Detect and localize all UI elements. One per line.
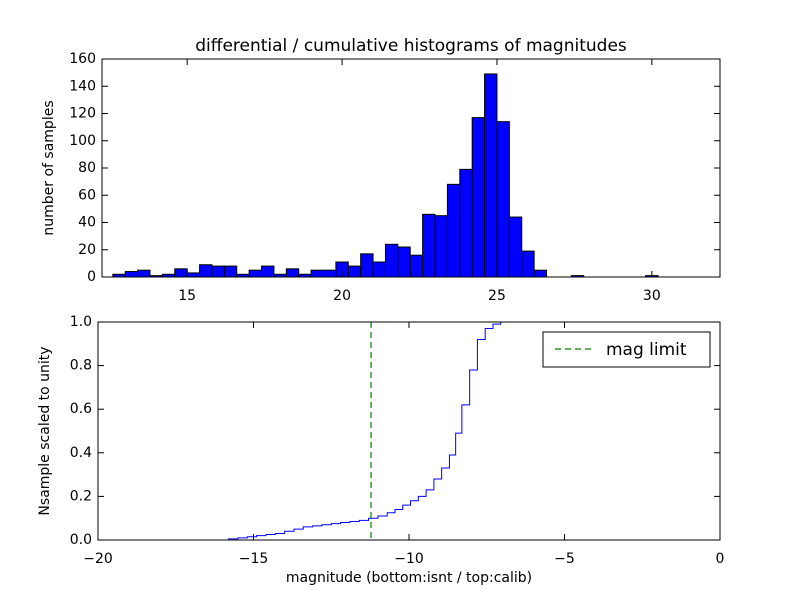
y-tick-label: 0.4 (70, 445, 92, 461)
y-tick-label: 0.8 (70, 358, 92, 374)
axes: 0 20 40 60 80 100 120 140 160 15 20 25 30 differentia… (41, 36, 721, 304)
bar (372, 261, 386, 278)
bar (285, 268, 300, 278)
x-tick-label: −20 (83, 551, 113, 567)
x-tick-label: −10 (394, 551, 424, 567)
bar (484, 73, 498, 278)
bar (322, 269, 337, 278)
bar (533, 269, 548, 278)
cumulative-line (98, 322, 502, 541)
bar (422, 213, 436, 278)
chart-title: differential / cumulative histograms of … (195, 36, 627, 56)
bar (223, 265, 238, 278)
legend-label: mag limit (606, 340, 687, 360)
y-axis-label: number of samples (41, 100, 57, 235)
x-tick-label: 20 (333, 288, 351, 304)
bar (137, 269, 151, 278)
bar (211, 265, 225, 278)
bar (174, 268, 188, 278)
bar (434, 215, 448, 278)
bar (347, 265, 362, 278)
y-tick-label: 1.0 (70, 314, 92, 330)
axes: mag limit 0.0 0.2 0.4 0.6 0.8 1.0 −20 −15 −10 −5 0 N… (37, 314, 724, 586)
y-tick-label: 80 (78, 160, 96, 176)
x-tick-label: 25 (488, 288, 506, 304)
y-axis-label: Nsample scaled to unity (37, 346, 53, 515)
bar (248, 269, 263, 278)
bar (446, 183, 461, 278)
y-tick-label: 20 (78, 242, 96, 258)
y-tick-label: 120 (69, 106, 96, 122)
bar (261, 265, 275, 278)
y-tick-label: 100 (69, 133, 96, 149)
x-tick-label: 30 (643, 288, 661, 304)
bar (496, 121, 510, 278)
bar (409, 254, 424, 278)
x-tick-label: −5 (554, 551, 575, 567)
bar (310, 269, 324, 278)
bar (124, 271, 139, 278)
x-tick-label: 15 (178, 288, 196, 304)
bar (471, 117, 486, 278)
y-tick-label: 0 (87, 269, 96, 285)
y-tick-label: 140 (69, 78, 96, 94)
y-tick-label: 0.2 (70, 488, 92, 504)
x-axis-label: magnitude (bottom:isnt / top:calib) (286, 570, 532, 586)
bar (521, 250, 535, 278)
plot-area (102, 59, 720, 277)
bar (199, 264, 213, 278)
y-tick-label: 40 (78, 215, 96, 231)
y-tick-label: 60 (78, 187, 96, 203)
bar (360, 253, 374, 278)
x-tick-label: −15 (239, 551, 269, 567)
bar (384, 243, 399, 278)
y-tick-label: 160 (69, 51, 96, 67)
bar (397, 246, 411, 278)
y-tick-label: 0.6 (70, 401, 92, 417)
x-tick-label: 0 (716, 551, 725, 567)
y-tick-label: 0.0 (70, 532, 92, 548)
bar (508, 216, 523, 278)
bar (186, 272, 201, 278)
bar (459, 168, 473, 278)
